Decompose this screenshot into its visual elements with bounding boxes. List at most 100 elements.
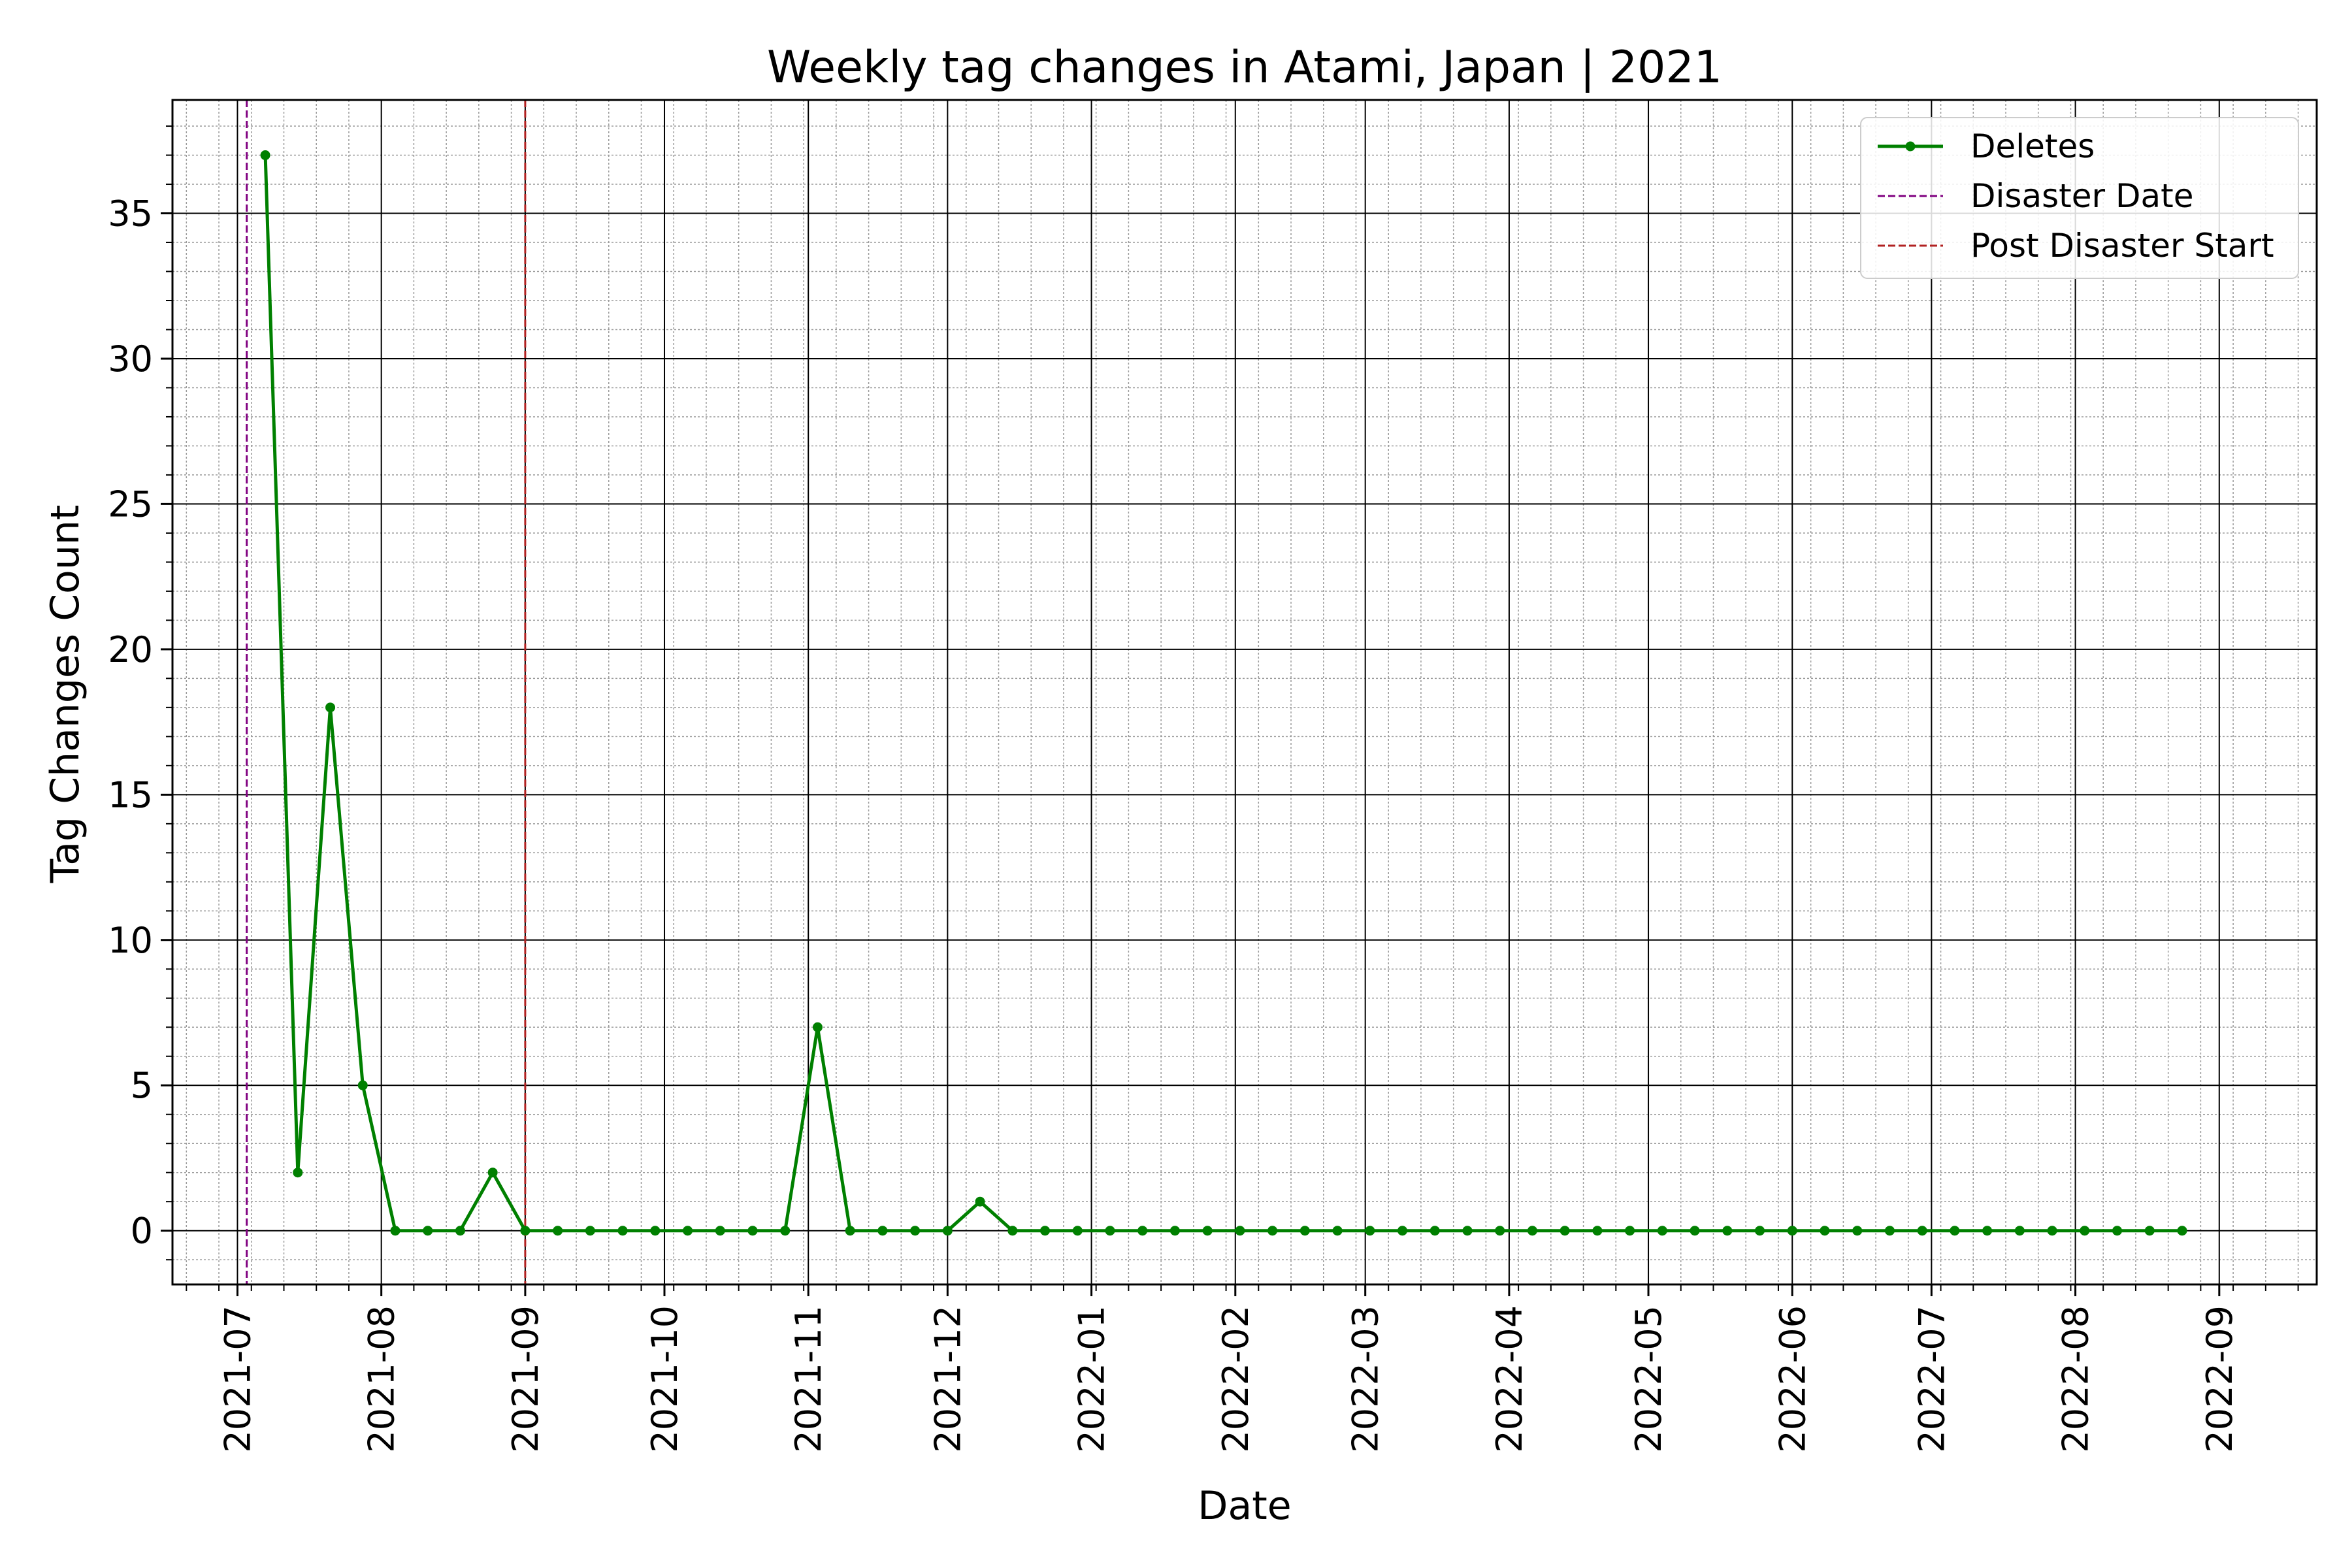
data-point bbox=[1332, 1226, 1343, 1236]
y-tick-label: 0 bbox=[131, 1211, 153, 1252]
data-point bbox=[2014, 1226, 2025, 1236]
data-point bbox=[260, 150, 270, 161]
data-point bbox=[1202, 1226, 1213, 1236]
data-point bbox=[2112, 1226, 2123, 1236]
data-point bbox=[293, 1168, 303, 1178]
data-point bbox=[942, 1226, 953, 1236]
y-tick-label: 20 bbox=[108, 629, 153, 670]
plot-area-frame bbox=[171, 99, 2318, 1286]
y-tick-label: 35 bbox=[108, 193, 153, 235]
x-tick-label: 2022-05 bbox=[1628, 1305, 1669, 1453]
data-point bbox=[2080, 1226, 2090, 1236]
legend-box bbox=[1860, 117, 2299, 279]
data-point bbox=[715, 1226, 725, 1236]
data-point bbox=[1495, 1226, 1505, 1236]
data-point bbox=[2144, 1226, 2155, 1236]
y-tick-label: 25 bbox=[108, 483, 153, 525]
data-point bbox=[877, 1226, 888, 1236]
data-point bbox=[1365, 1226, 1375, 1236]
data-point bbox=[1852, 1226, 1863, 1236]
data-point bbox=[423, 1226, 433, 1236]
data-point bbox=[1690, 1226, 1700, 1236]
data-point bbox=[390, 1226, 400, 1236]
y-tick-label: 30 bbox=[108, 338, 153, 380]
data-point bbox=[1137, 1226, 1148, 1236]
data-point bbox=[1657, 1226, 1667, 1236]
data-point bbox=[1429, 1226, 1440, 1236]
data-point bbox=[1917, 1226, 1927, 1236]
data-point bbox=[1040, 1226, 1051, 1236]
data-point bbox=[1105, 1226, 1115, 1236]
x-tick-label: 2021-08 bbox=[361, 1305, 402, 1453]
data-point bbox=[1625, 1226, 1635, 1236]
series-line-deletes bbox=[263, 155, 2182, 1233]
x-tick-label: 2022-07 bbox=[1911, 1305, 1952, 1453]
legend-label-post-disaster-start: Post Disaster Start bbox=[1970, 227, 2274, 265]
data-point bbox=[1560, 1226, 1570, 1236]
x-tick-label: 2022-09 bbox=[2199, 1305, 2240, 1453]
x-tick-label: 2022-03 bbox=[1345, 1305, 1386, 1453]
data-point bbox=[2177, 1226, 2187, 1236]
data-point bbox=[975, 1196, 985, 1207]
legend-marker-deletes bbox=[1905, 141, 1916, 152]
x-tick-label: 2022-04 bbox=[1489, 1305, 1530, 1453]
y-axis-label: Tag Changes Count bbox=[42, 505, 88, 884]
data-point bbox=[1462, 1226, 1473, 1236]
x-tick-label: 2021-11 bbox=[788, 1305, 829, 1453]
y-axis-tick-labels: 0 5 10 15 20 25 30 35 bbox=[108, 193, 153, 1252]
legend-label-deletes: Deletes bbox=[1970, 127, 2095, 165]
data-point bbox=[1950, 1226, 1960, 1236]
x-tick-label: 2022-08 bbox=[2055, 1305, 2097, 1453]
data-point bbox=[1235, 1226, 1245, 1236]
x-tick-label: 2021-10 bbox=[644, 1305, 685, 1453]
x-tick-label: 2022-06 bbox=[1772, 1305, 1813, 1453]
data-point bbox=[455, 1226, 465, 1236]
reference-lines bbox=[246, 100, 527, 1284]
data-point bbox=[1592, 1226, 1603, 1236]
x-tick-label: 2022-02 bbox=[1215, 1305, 1256, 1453]
data-series bbox=[260, 150, 2187, 1236]
x-axis-tick-labels: 2021-07 2021-08 2021-09 2021-10 2021-11 2021-… bbox=[217, 1305, 2240, 1453]
data-point bbox=[780, 1226, 791, 1236]
x-axis-label: Date bbox=[1198, 1483, 1291, 1529]
data-point bbox=[1820, 1226, 1830, 1236]
data-point bbox=[1299, 1226, 1310, 1236]
y-tick-label: 15 bbox=[108, 774, 153, 815]
data-point bbox=[585, 1226, 595, 1236]
data-point bbox=[2047, 1226, 2057, 1236]
data-point bbox=[1397, 1226, 1408, 1236]
data-point bbox=[650, 1226, 661, 1236]
legend-label-disaster-date: Disaster Date bbox=[1970, 177, 2193, 215]
data-point bbox=[747, 1226, 758, 1236]
legend: Deletes Disaster Date Post Disaster Start bbox=[1860, 117, 2299, 279]
data-point bbox=[1007, 1226, 1018, 1236]
data-point bbox=[1527, 1226, 1537, 1236]
y-tick-label: 10 bbox=[108, 920, 153, 961]
data-point bbox=[1267, 1226, 1278, 1236]
chart-title: Weekly tag changes in Atami, Japan | 202… bbox=[767, 42, 1722, 93]
data-point bbox=[1755, 1226, 1765, 1236]
data-point bbox=[1787, 1226, 1797, 1236]
axis-ticks bbox=[161, 125, 2299, 1296]
minor-grid bbox=[172, 100, 2317, 1284]
data-point bbox=[520, 1226, 531, 1236]
data-point bbox=[325, 702, 336, 713]
x-tick-label: 2021-07 bbox=[217, 1305, 258, 1453]
x-tick-label: 2022-01 bbox=[1071, 1305, 1113, 1453]
data-point bbox=[812, 1022, 823, 1032]
data-point bbox=[487, 1168, 498, 1178]
data-point bbox=[357, 1080, 368, 1090]
data-point bbox=[1884, 1226, 1895, 1236]
data-point bbox=[1072, 1226, 1083, 1236]
data-point bbox=[910, 1226, 921, 1236]
x-tick-label: 2021-12 bbox=[927, 1305, 968, 1453]
data-point bbox=[683, 1226, 693, 1236]
y-tick-label: 5 bbox=[131, 1065, 153, 1106]
data-point bbox=[1169, 1226, 1180, 1236]
data-point bbox=[553, 1226, 563, 1236]
data-point bbox=[617, 1226, 628, 1236]
data-point bbox=[845, 1226, 855, 1236]
data-point bbox=[1982, 1226, 1993, 1236]
data-point bbox=[1722, 1226, 1733, 1236]
